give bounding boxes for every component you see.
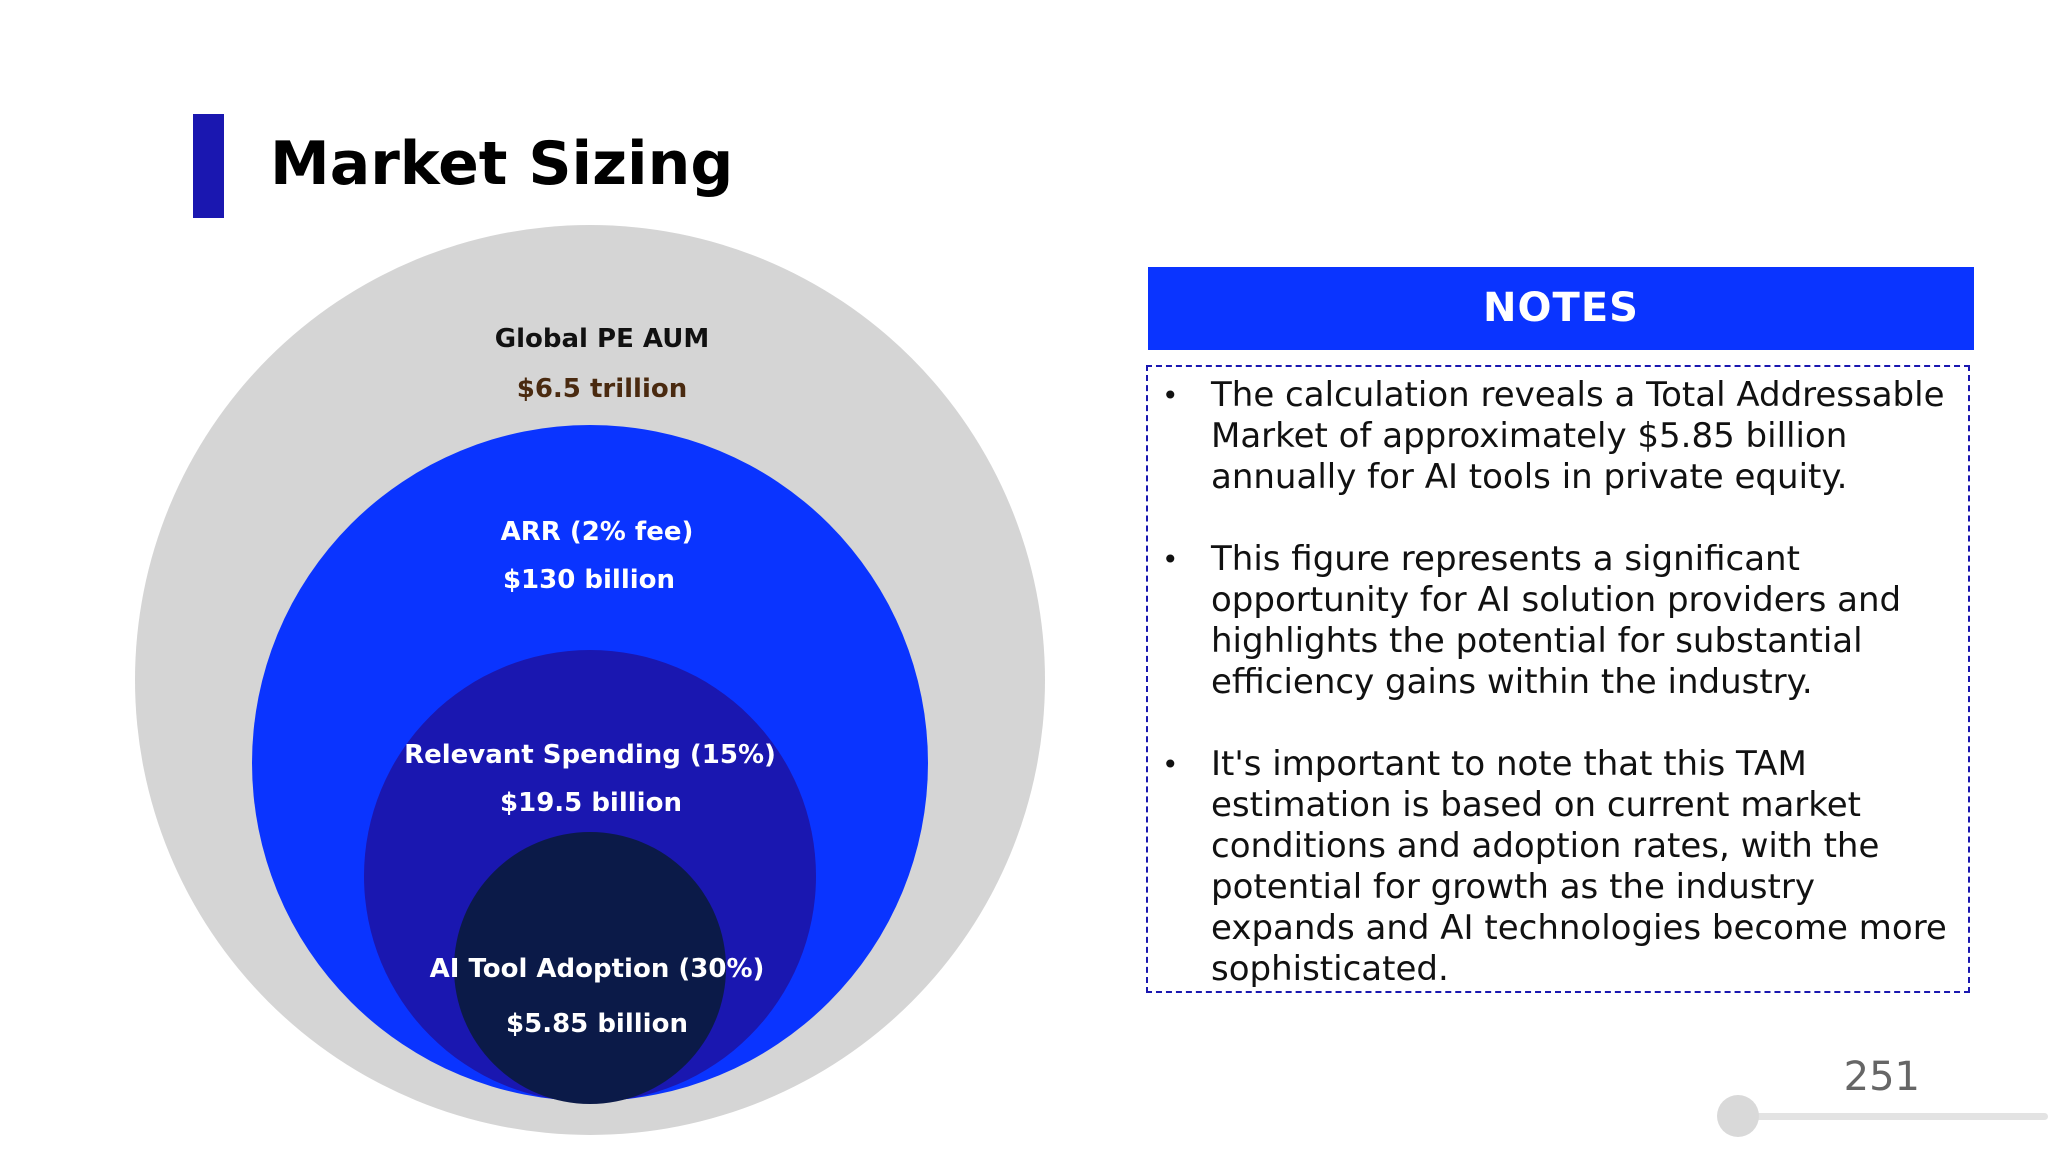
label-arr: ARR (2% fee) — [501, 517, 694, 547]
list-item: • It's important to note that this TAM e… — [1148, 744, 1968, 990]
circle-ai-tool-adoption — [454, 832, 726, 1104]
value-global-pe-aum: $6.5 trillion — [517, 374, 687, 404]
notes-list: • The calculation reveals a Total Addres… — [1148, 375, 1968, 1031]
page-number: 251 — [1843, 1054, 1920, 1100]
label-global-pe-aum: Global PE AUM — [495, 324, 709, 354]
note-text: The calculation reveals a Total Addressa… — [1211, 375, 1945, 497]
value-ai-tool-adoption: $5.85 billion — [506, 1009, 688, 1039]
value-arr: $130 billion — [503, 565, 675, 595]
circle-global-pe-aum — [135, 225, 1045, 1135]
note-text: It's important to note that this TAM est… — [1211, 744, 1947, 989]
slide-progress-handle[interactable] — [1717, 1095, 1759, 1137]
circle-arr — [252, 425, 928, 1101]
bullet-icon: • — [1162, 379, 1179, 412]
circle-relevant-spending — [364, 650, 816, 1102]
page-title: Market Sizing — [270, 129, 734, 199]
note-text: This figure represents a significant opp… — [1211, 539, 1902, 702]
value-relevant-spending: $19.5 billion — [500, 788, 682, 818]
bullet-icon: • — [1162, 748, 1179, 781]
list-item: • The calculation reveals a Total Addres… — [1148, 375, 1968, 498]
notes-box: • The calculation reveals a Total Addres… — [1146, 365, 1970, 993]
title-accent-bar — [193, 114, 224, 218]
list-item: • This figure represents a significant o… — [1148, 539, 1968, 703]
slide-progress-track[interactable] — [1738, 1113, 2048, 1120]
bullet-icon: • — [1162, 543, 1179, 576]
label-ai-tool-adoption: AI Tool Adoption (30%) — [430, 954, 765, 984]
notes-header: NOTES — [1148, 267, 1974, 350]
label-relevant-spending: Relevant Spending (15%) — [404, 740, 776, 770]
